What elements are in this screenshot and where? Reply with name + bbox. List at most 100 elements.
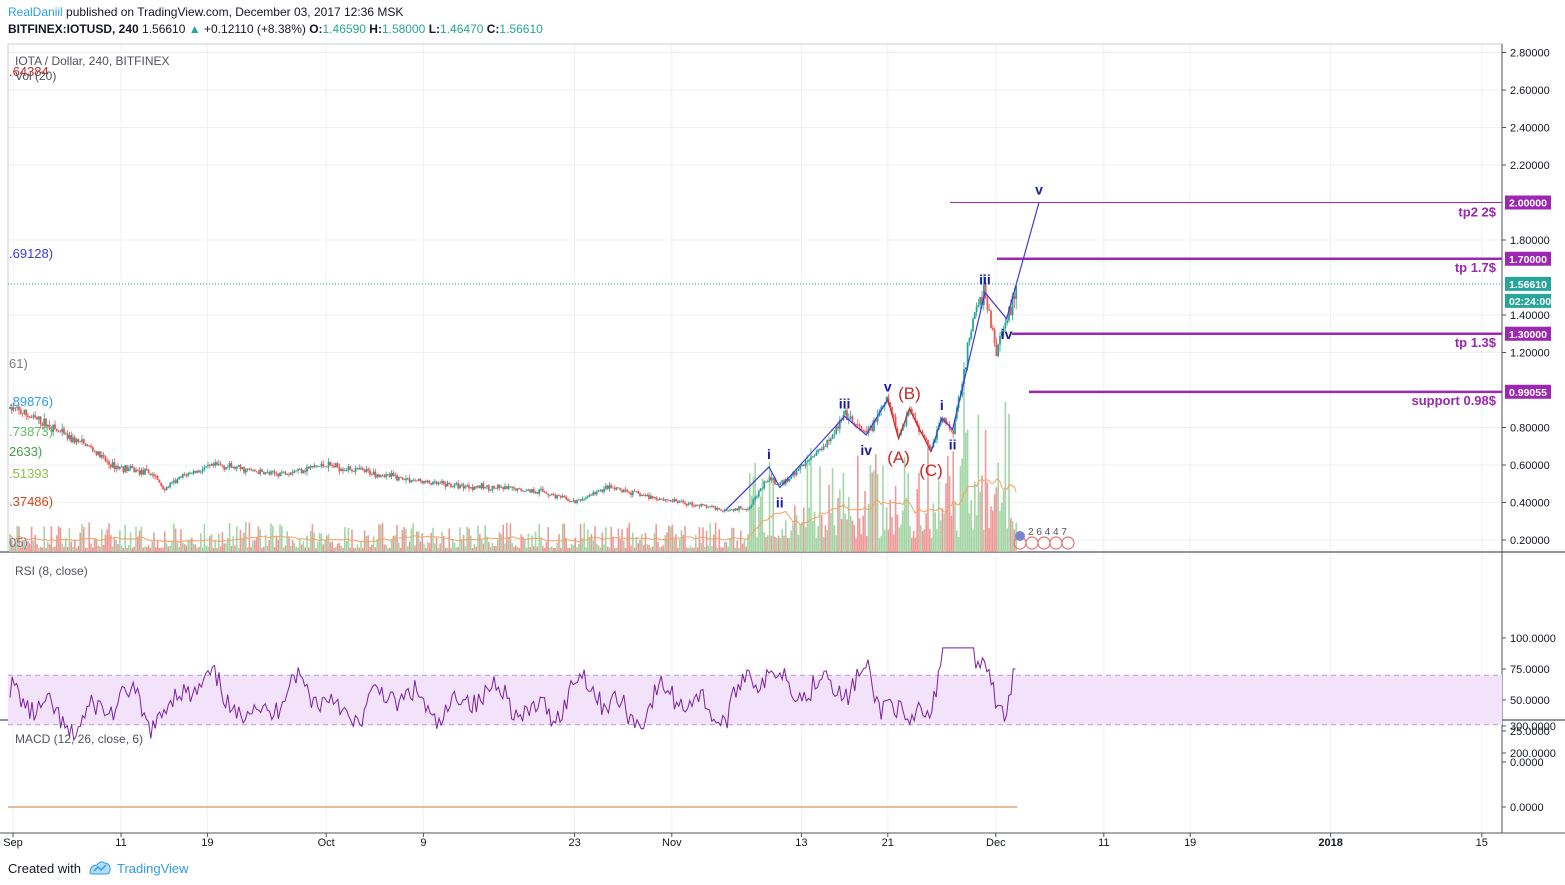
candle-body (138, 470, 141, 475)
volume-bar (565, 537, 567, 552)
candle-body (324, 466, 326, 468)
volume-bar (326, 535, 328, 552)
volume-bar (819, 466, 821, 552)
candle-body (223, 466, 226, 470)
candle-body (225, 467, 227, 470)
candle-body (248, 468, 251, 470)
target-label-0: tp2 2$ (1458, 205, 1496, 220)
volume-bar (891, 516, 893, 552)
volume-bar (673, 538, 675, 552)
price-tick-label: 2.80000 (1510, 48, 1550, 60)
volume-bar (72, 547, 74, 552)
candle-body (255, 471, 258, 473)
candle-body (975, 306, 978, 313)
volume-bar (691, 547, 693, 552)
volume-bar (36, 544, 38, 552)
candle-body (471, 487, 474, 490)
tradingview-link[interactable]: TradingView (117, 861, 189, 876)
candle-body (46, 424, 49, 427)
left-indicator-label: 2633) (9, 444, 42, 459)
volume-bar (151, 541, 153, 552)
wave-label-v: v (1035, 182, 1043, 198)
volume-bar (333, 547, 335, 552)
volume-bar (659, 547, 661, 552)
tag-last-price: 1.56610 (1509, 279, 1547, 291)
author-link[interactable]: RealDaniil (8, 5, 63, 19)
volume-bar (214, 539, 216, 552)
candle-body (226, 466, 229, 468)
candle-body (761, 488, 764, 490)
candle-body (275, 473, 278, 475)
candle-body (815, 452, 818, 456)
candle-body (401, 477, 404, 480)
volume-bar (200, 533, 202, 552)
time-tick-label: 11 (1098, 837, 1109, 849)
candle-body (585, 497, 587, 499)
volume-bar (824, 525, 827, 552)
volume-bar (416, 531, 418, 552)
candle-body (234, 466, 236, 469)
candle-body (813, 455, 816, 457)
volume-bar (394, 535, 396, 552)
volume-bar (936, 529, 938, 552)
volume-bar (763, 532, 765, 552)
volume-bar (489, 546, 492, 552)
candle-body (406, 478, 409, 480)
candle-body (534, 491, 537, 493)
candle-body (111, 462, 114, 468)
volume-bar (842, 472, 845, 552)
volume-bar (221, 532, 224, 552)
volume-bar (243, 532, 245, 552)
candle-body (219, 463, 222, 465)
candle-body (518, 488, 521, 490)
candle-body (72, 437, 74, 442)
candle-body (489, 490, 492, 492)
volume-bar (788, 537, 791, 552)
candle-body (831, 434, 834, 439)
volume-bar (462, 534, 465, 552)
candle-body (329, 461, 332, 465)
candle-body (894, 416, 897, 429)
macd-tick-label: 300.0000 (1510, 721, 1556, 733)
volume-bar (592, 540, 594, 552)
candle-body (862, 430, 865, 432)
candle-body (903, 424, 906, 426)
wave-label-i: i (767, 446, 771, 462)
candle-body (496, 484, 499, 489)
candle-body (966, 342, 969, 368)
volume-bar (187, 539, 189, 552)
volume-bar (390, 538, 393, 552)
volume-bar (853, 524, 855, 552)
candle-body (446, 482, 449, 487)
high-value: 1.58000 (381, 22, 426, 36)
candle-body (144, 468, 146, 475)
volume-bar (520, 534, 522, 552)
candle-body (781, 480, 784, 483)
price-tick-label: 1.80000 (1510, 235, 1550, 247)
candle-body (660, 498, 663, 500)
volume-bar (786, 537, 789, 552)
wave-label-ii: ii (776, 495, 784, 511)
volume-bar (158, 547, 161, 552)
wave-label-iv: iv (1001, 326, 1013, 342)
time-tick-label: 19 (1184, 837, 1196, 849)
candle-body (808, 459, 811, 462)
candle-body (817, 449, 820, 453)
volume-bar (169, 545, 171, 552)
open-label: O: (309, 22, 323, 36)
chart-canvas[interactable]: tp2 2$tp 1.7$tp 1.3$support 0.98$iiiiiii… (0, 40, 1565, 855)
volume-bar (567, 548, 569, 552)
candle-body (477, 485, 479, 488)
candle-body (41, 424, 44, 426)
candle-body (734, 508, 737, 511)
wave-label-iv: iv (860, 442, 872, 458)
candle-body (604, 485, 607, 489)
candle-body (640, 494, 643, 497)
volume-bar (241, 538, 243, 552)
time-tick-label: 19 (201, 837, 213, 849)
candle-body (874, 419, 877, 422)
volume-bar (455, 547, 458, 552)
volume-bar (369, 546, 371, 552)
volume-bar (644, 532, 647, 552)
candle-body (574, 500, 577, 504)
